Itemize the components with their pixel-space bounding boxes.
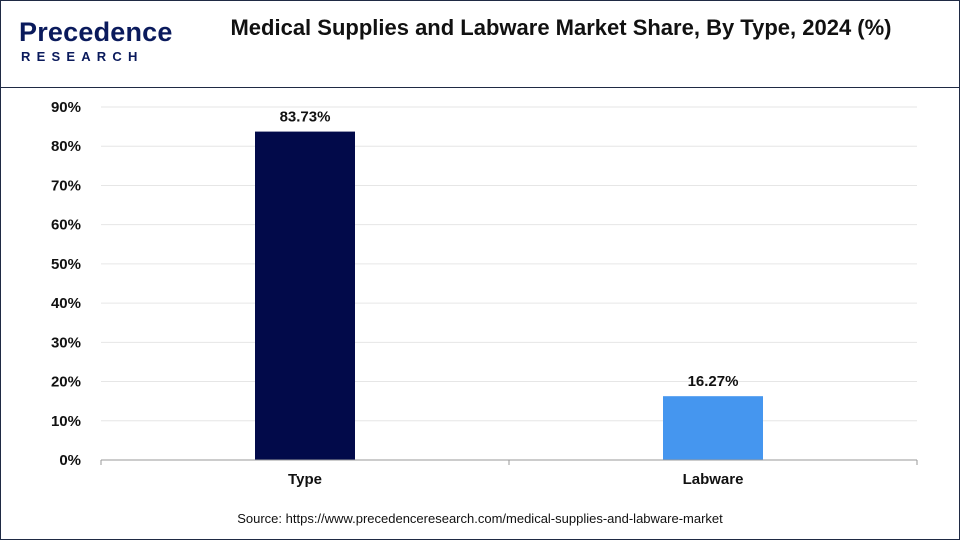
y-tick-label: 90% [51, 99, 81, 116]
bar-chart: 0% 10% 20% 30% 40% 50% 60% 70% 80% 90% 83.73% 16.2… [51, 99, 918, 488]
brand-logo: Precedence RESEARCH [19, 17, 172, 67]
source-note: Source: https://www.precedenceresearch.c… [237, 511, 723, 526]
y-tick-label: 80% [51, 138, 81, 155]
bar-type [255, 131, 355, 460]
y-tick-label: 30% [51, 334, 81, 351]
y-tick-label: 20% [51, 374, 81, 391]
y-tick-label: 60% [51, 217, 81, 234]
data-label-labware: 16.27% [688, 373, 739, 390]
x-tick-label-labware: Labware [683, 471, 744, 488]
y-tick-label: 50% [51, 256, 81, 273]
x-axis: Type Labware [100, 459, 918, 488]
y-tick-label: 0% [59, 452, 81, 469]
y-tick-label: 70% [51, 177, 81, 194]
y-tick-label: 10% [51, 413, 81, 430]
chart-title: Medical Supplies and Labware Market Shar… [230, 15, 892, 40]
logo-subtitle: RESEARCH [21, 49, 144, 64]
x-tick-label-type: Type [288, 471, 322, 488]
y-axis-ticks: 0% 10% 20% 30% 40% 50% 60% 70% 80% 90% [51, 99, 81, 469]
bar-labware [663, 396, 763, 460]
bars: 83.73% 16.27% [255, 109, 763, 460]
gridlines [101, 106, 917, 422]
logo-word: Precedence [19, 17, 173, 47]
header: Precedence RESEARCH Medical Supplies and… [1, 1, 959, 88]
data-label-type: 83.73% [280, 109, 331, 126]
y-tick-label: 40% [51, 295, 81, 312]
